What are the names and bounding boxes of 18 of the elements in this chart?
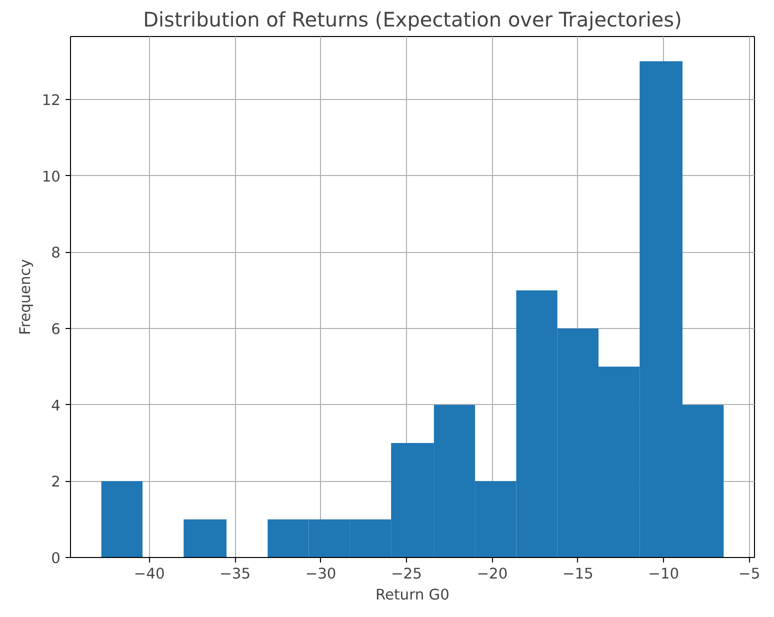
y-tick-label: 6 [51,320,61,338]
x-tick-label: −35 [220,566,251,582]
chart-title: Distribution of Returns (Expectation over Trajectories) [143,8,682,32]
y-tick-label: 10 [42,168,61,186]
y-tick-label: 12 [42,92,61,109]
y-axis-title: Frequency [16,258,34,335]
x-tick-label: −30 [305,566,336,582]
y-tick-label: 8 [51,244,61,262]
y-tick-label: 2 [51,474,61,491]
x-tick-label: −40 [134,566,165,582]
x-tick-label: −20 [476,566,508,582]
x-axis-title: Return G0 [376,586,450,604]
x-tick-label: −5 [738,566,760,582]
x-tick-label: −25 [391,566,422,582]
y-tick-label: 0 [51,550,61,567]
x-tick-label: −10 [648,566,680,582]
y-tick-label: 4 [51,397,61,414]
x-tick-label: −15 [562,566,594,582]
